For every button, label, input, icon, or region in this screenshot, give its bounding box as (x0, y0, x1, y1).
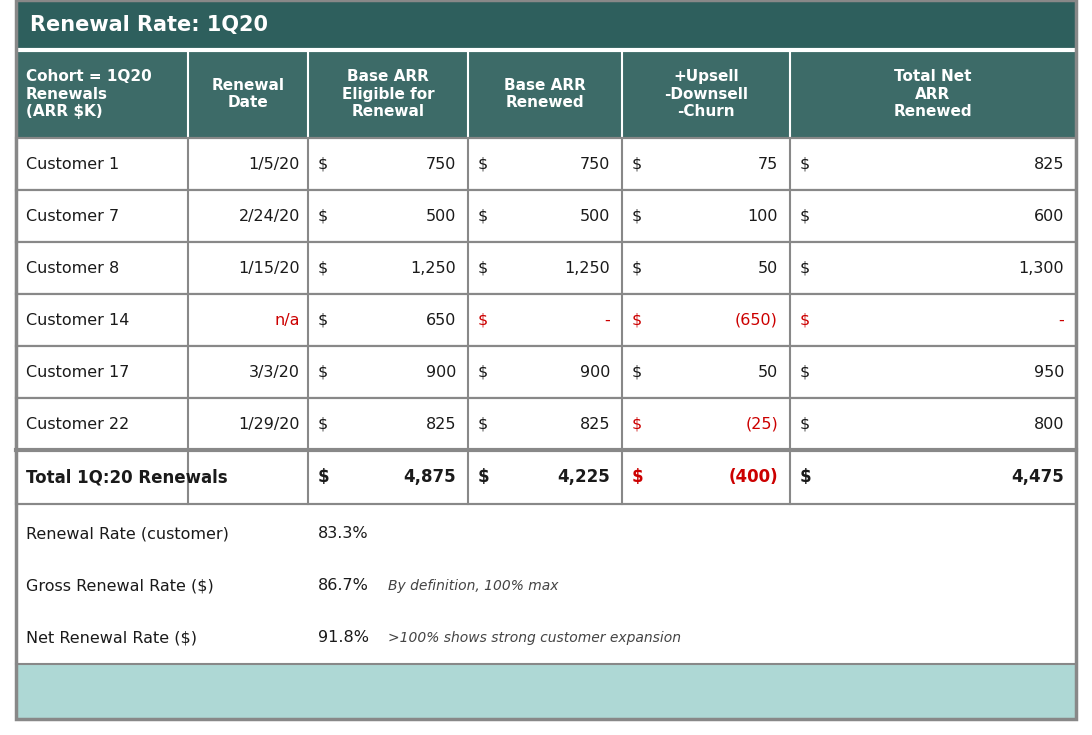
Bar (16, 450, 1076, 504)
Text: 1,300: 1,300 (1019, 260, 1064, 276)
Text: $: $ (800, 209, 810, 223)
Text: Customer 7: Customer 7 (26, 209, 119, 223)
Text: +Upsell
-Downsell
-Churn: +Upsell -Downsell -Churn (664, 69, 748, 119)
Text: 1/5/20: 1/5/20 (249, 157, 300, 171)
Bar (16, 508, 1076, 664)
Bar (16, 0, 1076, 50)
Text: $: $ (478, 260, 488, 276)
Text: (25): (25) (745, 417, 778, 431)
Text: $: $ (632, 312, 642, 328)
Text: 2/24/20: 2/24/20 (239, 209, 300, 223)
Text: $: $ (800, 157, 810, 171)
Text: $: $ (800, 468, 811, 486)
Text: 500: 500 (580, 209, 610, 223)
Text: -: - (1058, 312, 1064, 328)
Text: 500: 500 (426, 209, 456, 223)
Text: 1,250: 1,250 (565, 260, 610, 276)
Text: $: $ (318, 209, 329, 223)
Text: $: $ (318, 468, 330, 486)
Text: 4,475: 4,475 (1011, 468, 1064, 486)
Text: Renewal Rate: 1Q20: Renewal Rate: 1Q20 (29, 15, 268, 35)
Text: (650): (650) (735, 312, 778, 328)
Text: 4,875: 4,875 (403, 468, 456, 486)
Text: $: $ (800, 312, 810, 328)
Text: 800: 800 (1033, 417, 1064, 431)
Text: 750: 750 (580, 157, 610, 171)
Text: $: $ (478, 365, 488, 379)
Text: 83.3%: 83.3% (318, 526, 369, 542)
Text: $: $ (478, 417, 488, 431)
Bar (16, 190, 1076, 242)
Text: 750: 750 (426, 157, 456, 171)
Text: $: $ (478, 157, 488, 171)
Text: Renewal
Date: Renewal Date (212, 78, 285, 110)
Text: Renewal Rate (customer): Renewal Rate (customer) (26, 526, 229, 542)
Text: $: $ (632, 157, 642, 171)
Bar (16, 398, 1076, 450)
Text: Customer 17: Customer 17 (26, 365, 129, 379)
Text: 91.8%: 91.8% (318, 631, 369, 645)
Text: Total 1Q:20 Renewals: Total 1Q:20 Renewals (26, 468, 227, 486)
Text: 75: 75 (758, 157, 778, 171)
Text: Customer 14: Customer 14 (26, 312, 129, 328)
Text: $: $ (478, 468, 489, 486)
Text: Total Net
ARR
Renewed: Total Net ARR Renewed (893, 69, 972, 119)
Text: $: $ (632, 260, 642, 276)
Text: $: $ (632, 417, 642, 431)
Text: n/a: n/a (274, 312, 300, 328)
Bar (16, 242, 1076, 294)
Text: $: $ (800, 260, 810, 276)
Text: Net Renewal Rate ($): Net Renewal Rate ($) (26, 631, 197, 645)
Text: 900: 900 (426, 365, 456, 379)
Text: $: $ (478, 312, 488, 328)
Text: 900: 900 (580, 365, 610, 379)
Text: 825: 825 (580, 417, 610, 431)
Text: 825: 825 (426, 417, 456, 431)
Text: Customer 1: Customer 1 (26, 157, 119, 171)
Text: $: $ (318, 312, 329, 328)
Text: $: $ (800, 417, 810, 431)
Text: 3/3/20: 3/3/20 (249, 365, 300, 379)
Text: 1,250: 1,250 (411, 260, 456, 276)
Text: 100: 100 (748, 209, 778, 223)
Text: $: $ (318, 260, 329, 276)
Text: 600: 600 (1034, 209, 1064, 223)
Text: Customer 22: Customer 22 (26, 417, 129, 431)
Text: Gross Renewal Rate ($): Gross Renewal Rate ($) (26, 578, 214, 593)
Text: >100% shows strong customer expansion: >100% shows strong customer expansion (388, 631, 681, 645)
Text: $: $ (800, 365, 810, 379)
Text: (400): (400) (728, 468, 778, 486)
Text: $: $ (632, 365, 642, 379)
Bar (16, 138, 1076, 190)
Text: 86.7%: 86.7% (318, 578, 369, 593)
Text: 650: 650 (426, 312, 456, 328)
Text: -: - (604, 312, 610, 328)
Text: $: $ (318, 157, 329, 171)
Text: 1/15/20: 1/15/20 (238, 260, 300, 276)
Text: $: $ (632, 209, 642, 223)
Text: By definition, 100% max: By definition, 100% max (388, 579, 558, 593)
Bar (16, 294, 1076, 346)
Bar (16, 346, 1076, 398)
Text: 950: 950 (1034, 365, 1064, 379)
Text: 4,225: 4,225 (557, 468, 610, 486)
Text: 50: 50 (758, 260, 778, 276)
Bar (16, 50, 1076, 138)
Text: 825: 825 (1033, 157, 1064, 171)
Text: $: $ (478, 209, 488, 223)
Text: 50: 50 (758, 365, 778, 379)
Text: $: $ (318, 417, 329, 431)
Text: Base ARR
Eligible for
Renewal: Base ARR Eligible for Renewal (342, 69, 435, 119)
Text: $: $ (318, 365, 329, 379)
Text: Customer 8: Customer 8 (26, 260, 119, 276)
Text: $: $ (632, 468, 643, 486)
Text: Cohort = 1Q20
Renewals
(ARR $K): Cohort = 1Q20 Renewals (ARR $K) (26, 69, 152, 119)
Text: 1/29/20: 1/29/20 (238, 417, 300, 431)
Bar (16, 664, 1076, 719)
Text: Base ARR
Renewed: Base ARR Renewed (505, 78, 586, 110)
